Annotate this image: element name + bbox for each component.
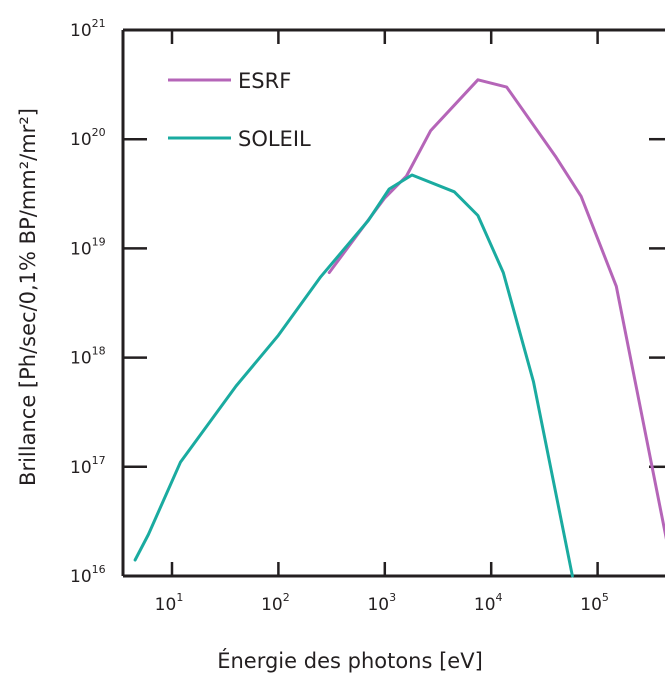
y-tick-label: 1019: [70, 235, 106, 259]
x-axis-label: Énergie des photons [eV]: [217, 648, 483, 673]
x-tick-label: 103: [367, 591, 396, 615]
y-tick-label: 1020: [70, 126, 106, 150]
x-tick-label: 104: [474, 591, 503, 615]
x-tick-label: 105: [580, 591, 609, 615]
legend-label-soleil: SOLEIL: [238, 127, 311, 151]
y-axis-label: Brillance [Ph/sec/0,1% BP/mm²/mr²]: [16, 108, 40, 486]
series-line-esrf: [327, 78, 665, 540]
y-tick-label: 1016: [70, 563, 106, 587]
y-tick-label: 1017: [70, 454, 106, 478]
series-line-soleil: [133, 173, 574, 578]
y-tick-label: 1021: [70, 17, 106, 41]
x-tick-label: 102: [261, 591, 290, 615]
y-tick-label: 1018: [70, 345, 106, 369]
x-tick-label: 101: [155, 591, 184, 615]
legend-label-esrf: ESRF: [238, 69, 291, 93]
